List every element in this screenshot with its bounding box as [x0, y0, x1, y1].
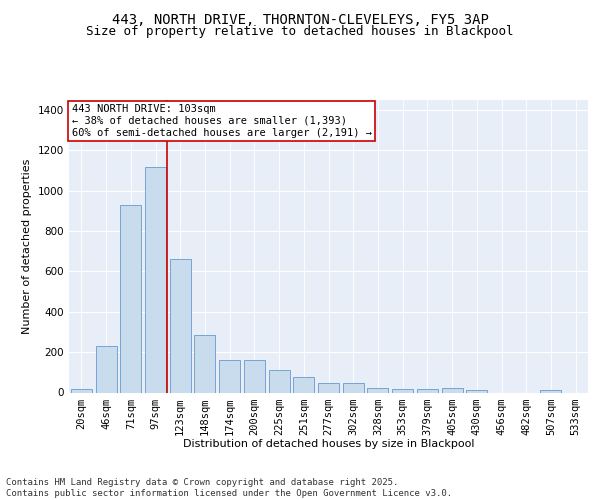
Text: 443, NORTH DRIVE, THORNTON-CLEVELEYS, FY5 3AP: 443, NORTH DRIVE, THORNTON-CLEVELEYS, FY… [112, 12, 488, 26]
Text: Size of property relative to detached houses in Blackpool: Size of property relative to detached ho… [86, 25, 514, 38]
Bar [120, 205, 141, 392]
Bar [269, 370, 290, 392]
Bar [293, 378, 314, 392]
Bar [392, 390, 413, 392]
X-axis label: Distribution of detached houses by size in Blackpool: Distribution of detached houses by size … [183, 439, 474, 449]
Bar [442, 388, 463, 392]
Bar [417, 390, 438, 392]
Bar [145, 166, 166, 392]
Bar [367, 388, 388, 392]
Bar [244, 360, 265, 392]
Bar [194, 335, 215, 392]
Bar [71, 390, 92, 392]
Y-axis label: Number of detached properties: Number of detached properties [22, 158, 32, 334]
Bar [170, 260, 191, 392]
Bar [219, 360, 240, 392]
Bar [541, 390, 562, 392]
Bar [466, 390, 487, 392]
Text: Contains HM Land Registry data © Crown copyright and database right 2025.
Contai: Contains HM Land Registry data © Crown c… [6, 478, 452, 498]
Bar [95, 346, 116, 393]
Text: 443 NORTH DRIVE: 103sqm
← 38% of detached houses are smaller (1,393)
60% of semi: 443 NORTH DRIVE: 103sqm ← 38% of detache… [71, 104, 371, 138]
Bar [343, 384, 364, 392]
Bar [318, 384, 339, 392]
